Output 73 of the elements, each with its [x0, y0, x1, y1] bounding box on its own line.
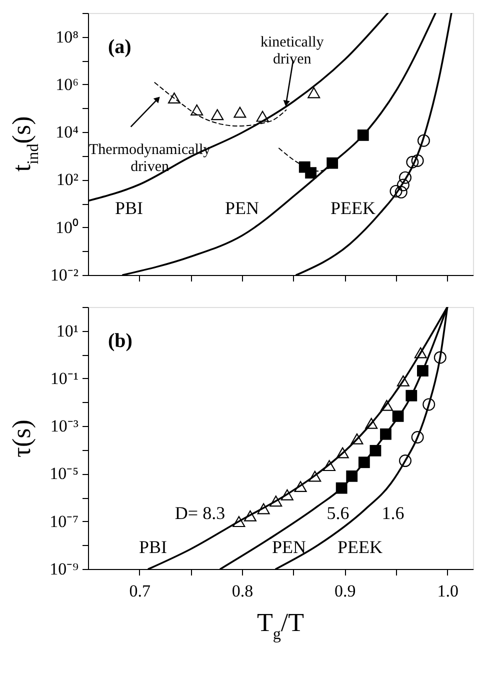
point	[396, 375, 410, 386]
point	[411, 154, 424, 167]
point	[305, 167, 316, 179]
point	[398, 171, 412, 184]
point	[256, 110, 269, 122]
point	[411, 431, 424, 444]
point	[434, 351, 446, 364]
point	[406, 156, 419, 168]
point	[390, 184, 402, 198]
point	[370, 444, 382, 456]
point	[234, 106, 246, 118]
point	[232, 516, 246, 528]
point	[308, 87, 320, 98]
y-tick-label: 10⁻⁷	[50, 512, 79, 531]
point	[190, 104, 204, 116]
y-tick-label: 10⁻¹	[50, 368, 78, 388]
annotation: (b)	[108, 330, 132, 352]
point	[211, 109, 224, 120]
point	[358, 456, 370, 468]
y-tick-label: 10⁻³	[50, 416, 78, 436]
point	[380, 428, 392, 440]
annotation: PBI	[138, 537, 168, 557]
point	[406, 390, 418, 402]
x-tick-label: 0.7	[129, 582, 151, 600]
annotation: 5.6	[326, 503, 350, 523]
point	[323, 460, 336, 472]
y-tick-label: 10⁶	[56, 74, 79, 94]
y-axis-title: tind(s)	[7, 116, 42, 172]
point	[336, 482, 348, 494]
point	[244, 510, 256, 522]
annotation: PEEK	[330, 198, 376, 218]
x-tick-label: 1.0	[437, 582, 458, 600]
point	[392, 410, 404, 422]
point	[336, 447, 349, 458]
point	[380, 400, 394, 411]
annotation: (a)	[108, 36, 132, 58]
point	[257, 503, 270, 514]
point	[326, 157, 338, 169]
point	[398, 454, 412, 468]
y-tick-label: 10⁸	[56, 27, 79, 46]
point	[365, 418, 378, 429]
point	[280, 489, 294, 500]
point	[270, 496, 282, 507]
y-axis-title: τ(s)	[7, 420, 36, 458]
point	[294, 481, 307, 492]
point	[346, 470, 358, 482]
point	[414, 347, 427, 358]
annotation: PEN	[272, 537, 306, 557]
point	[417, 134, 430, 147]
y-tick-label: 10⁻⁵	[50, 464, 79, 484]
x-tick-label: 0.8	[232, 582, 254, 600]
point	[350, 433, 364, 444]
annotation: PEN	[224, 198, 260, 218]
annotation: D= 8.3	[174, 503, 226, 523]
point	[357, 130, 369, 141]
point	[168, 92, 180, 104]
point	[416, 365, 428, 376]
annotation: 1.6	[382, 503, 404, 523]
y-tick-label: 10⁻²	[50, 266, 78, 284]
point	[396, 178, 410, 192]
y-tick-label: 10²	[56, 170, 78, 190]
annotation: PBI	[114, 198, 144, 218]
y-tick-label: 10⁻⁹	[50, 560, 79, 578]
x-tick-label: 0.9	[334, 582, 356, 600]
annotation: kinetically driven	[260, 34, 324, 68]
y-tick-label: 10⁰	[56, 218, 78, 237]
annotation: PEEK	[338, 537, 382, 557]
point	[394, 186, 408, 198]
point	[422, 398, 436, 411]
line-series	[154, 82, 287, 127]
point	[308, 470, 322, 482]
y-tick-label: 10⁴	[56, 122, 79, 142]
y-tick-label: 10¹	[56, 321, 78, 340]
